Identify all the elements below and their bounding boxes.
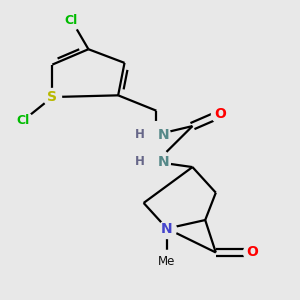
Text: O: O (214, 107, 226, 121)
Text: S: S (47, 90, 57, 104)
Text: O: O (246, 245, 258, 260)
Text: Me: Me (158, 254, 176, 268)
Text: Cl: Cl (65, 14, 78, 27)
Text: Cl: Cl (16, 115, 29, 128)
Text: N: N (158, 128, 170, 142)
Text: N: N (161, 222, 173, 236)
Text: N: N (158, 155, 170, 169)
Text: H: H (135, 155, 145, 169)
Text: H: H (135, 128, 145, 141)
